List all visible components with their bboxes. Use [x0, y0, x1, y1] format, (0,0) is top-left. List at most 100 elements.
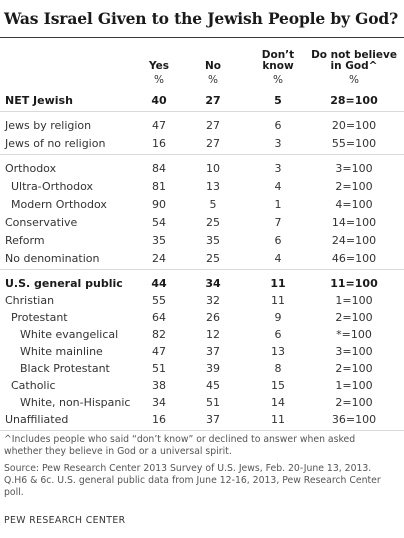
cell-no-god: 1=100	[335, 294, 373, 307]
cell-no-god: 55=100	[331, 137, 377, 150]
unit-dont-know: %	[273, 74, 283, 86]
cell-dont-know: 15	[271, 379, 285, 392]
row-label: White, non-Hispanic	[20, 396, 131, 409]
table-row: Black Protestant 51 39 8 2=100	[0, 360, 404, 377]
cell-yes: 90	[152, 198, 166, 211]
table-row: Jews of no religion 16 27 3 55=100	[0, 135, 404, 152]
table-row: Unaffiliated 16 37 11 36=100	[0, 411, 404, 428]
title-rule	[0, 37, 404, 38]
table-row: Reform 35 35 6 24=100	[0, 232, 404, 249]
cell-dont-know: 14	[271, 396, 285, 409]
row-label: White mainline	[20, 345, 103, 358]
cell-dont-know: 11	[270, 277, 286, 290]
table-bottom-rule	[0, 430, 404, 431]
cell-no-god: 2=100	[335, 311, 373, 324]
cell-no: 34	[205, 277, 221, 290]
row-label: Reform	[5, 234, 45, 247]
cell-yes: 47	[152, 345, 166, 358]
cell-dont-know: 4	[274, 252, 282, 265]
cell-no-god: 36=100	[331, 413, 377, 426]
cell-no-god: 24=100	[331, 234, 377, 247]
cell-dont-know: 3	[274, 137, 282, 150]
table-row: Protestant 64 26 9 2=100	[0, 309, 404, 326]
cell-no: 37	[206, 345, 220, 358]
cell-no: 26	[206, 311, 220, 324]
cell-no-god: 3=100	[335, 345, 373, 358]
row-label: Christian	[5, 294, 55, 307]
cell-dont-know: 7	[274, 216, 282, 229]
table-row: Orthodox 84 10 3 3=100	[0, 160, 404, 177]
row-label: Protestant	[11, 311, 68, 324]
cell-no: 5	[209, 198, 217, 211]
cell-dont-know: 5	[274, 94, 282, 107]
unit-yes: %	[154, 74, 164, 86]
cell-dont-know: 6	[274, 234, 282, 247]
row-label: Conservative	[5, 216, 78, 229]
cell-yes: 40	[151, 94, 167, 107]
cell-yes: 16	[152, 413, 166, 426]
col-header-no: No	[204, 60, 221, 72]
table-row: White, non-Hispanic 34 51 14 2=100	[0, 394, 404, 411]
cell-no: 12	[206, 328, 220, 341]
cell-yes: 81	[152, 180, 166, 193]
cell-no: 35	[206, 234, 220, 247]
row-label: Modern Orthodox	[11, 198, 107, 211]
table-row: Conservative 54 25 7 14=100	[0, 214, 404, 231]
cell-yes: 34	[152, 396, 166, 409]
cell-yes: 64	[152, 311, 166, 324]
cell-yes: 51	[152, 362, 166, 375]
row-label: White evangelical	[20, 328, 119, 341]
row-separator	[0, 269, 404, 270]
cell-dont-know: 11	[271, 413, 285, 426]
cell-no-god: 1=100	[335, 379, 373, 392]
table-title: Was Israel Given to the Jewish People by…	[4, 9, 399, 28]
cell-no-god: 14=100	[331, 216, 377, 229]
col-header-no-god-line2: in God^	[330, 60, 378, 72]
cell-yes: 44	[151, 277, 167, 290]
cell-yes: 38	[152, 379, 166, 392]
cell-dont-know: 6	[274, 119, 282, 132]
footnote: ^Includes people who said “don’t know” o…	[4, 434, 356, 457]
cell-dont-know: 3	[274, 162, 282, 175]
cell-yes: 55	[152, 294, 166, 307]
cell-no-god: 2=100	[335, 396, 373, 409]
cell-yes: 47	[152, 119, 166, 132]
cell-dont-know: 4	[274, 180, 282, 193]
cell-yes: 35	[152, 234, 166, 247]
cell-no: 25	[206, 216, 220, 229]
cell-no: 27	[206, 119, 220, 132]
cell-no-god: 20=100	[331, 119, 377, 132]
table-row: Jews by religion 47 27 6 20=100	[0, 117, 404, 134]
col-header-dont-know-line1: Don’t	[261, 49, 295, 61]
row-label: U.S. general public	[5, 277, 123, 290]
row-label: Catholic	[11, 379, 56, 392]
row-separator	[0, 154, 404, 155]
cell-no: 37	[206, 413, 220, 426]
cell-no: 27	[205, 94, 221, 107]
cell-no: 13	[206, 180, 220, 193]
row-separator	[0, 111, 404, 112]
cell-no-god: 3=100	[335, 162, 373, 175]
row-label: Jews of no religion	[5, 137, 106, 150]
row-label: Orthodox	[5, 162, 57, 175]
cell-yes: 54	[152, 216, 166, 229]
cell-yes: 82	[152, 328, 166, 341]
table-row: NET Jewish 40 27 5 28=100	[0, 92, 404, 109]
cell-dont-know: 11	[271, 294, 285, 307]
cell-no-god: 2=100	[335, 362, 373, 375]
brand-credit: PEW RESEARCH CENTER	[4, 515, 126, 526]
row-label: Unaffiliated	[5, 413, 69, 426]
cell-no-god: *=100	[336, 328, 372, 341]
cell-dont-know: 8	[274, 362, 282, 375]
cell-no-god: 4=100	[335, 198, 373, 211]
cell-no-god: 2=100	[335, 180, 373, 193]
unit-no: %	[208, 74, 218, 86]
cell-dont-know: 13	[271, 345, 285, 358]
table-row: Christian 55 32 11 1=100	[0, 292, 404, 309]
cell-no: 51	[206, 396, 220, 409]
cell-no: 39	[206, 362, 220, 375]
col-header-yes: Yes	[148, 60, 169, 72]
cell-no: 10	[206, 162, 220, 175]
row-label: No denomination	[5, 252, 100, 265]
row-label: Black Protestant	[20, 362, 110, 375]
